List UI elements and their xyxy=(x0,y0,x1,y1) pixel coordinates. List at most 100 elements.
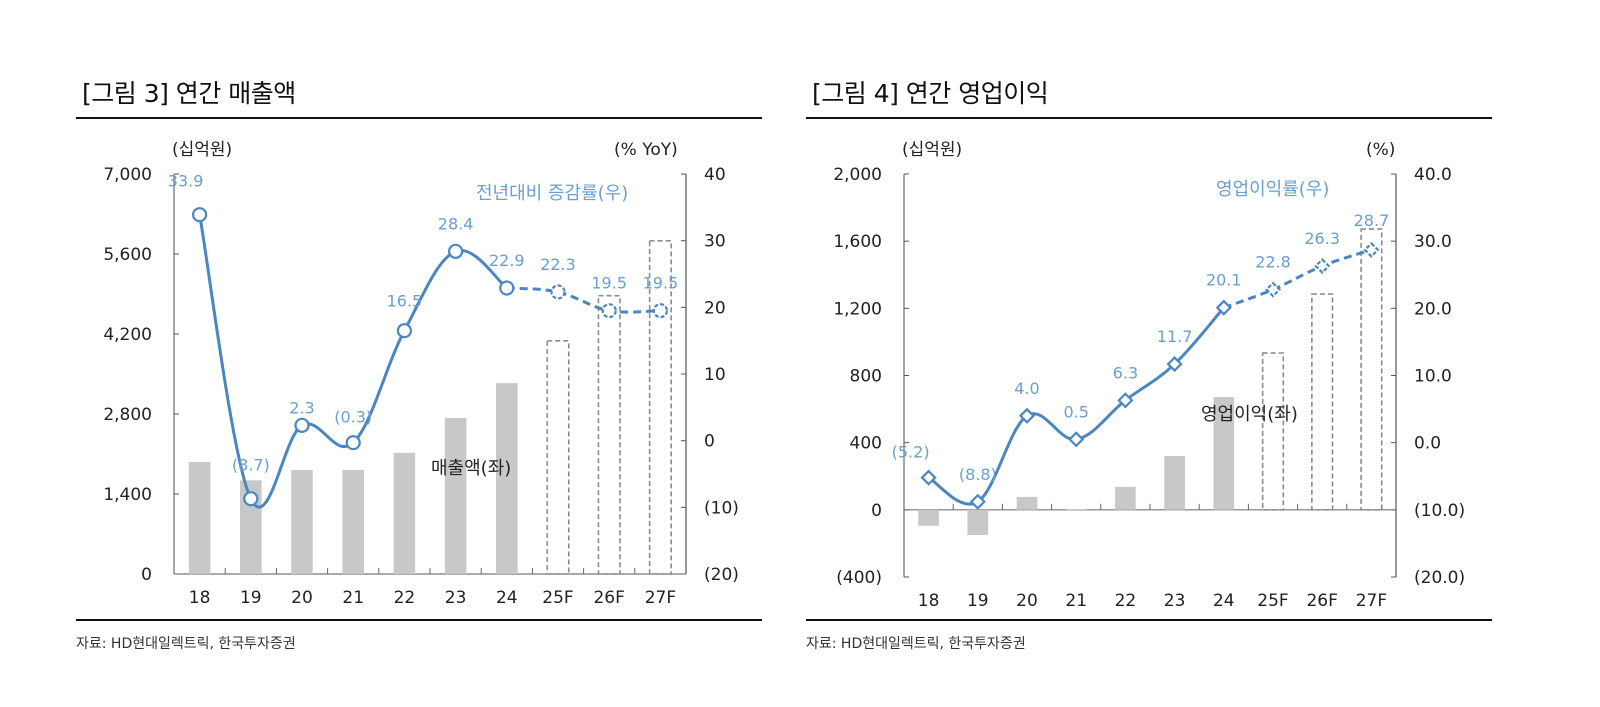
bar xyxy=(1065,508,1087,510)
bar xyxy=(1115,486,1136,510)
data-label: 28.4 xyxy=(438,214,474,233)
left-tick-label: 4,200 xyxy=(103,325,152,345)
bar xyxy=(496,383,518,574)
line-marker xyxy=(1018,407,1036,424)
right-tick-label: (10.0) xyxy=(1414,501,1465,521)
x-tick-label: 20 xyxy=(291,588,313,608)
x-tick-label: 27F xyxy=(645,588,676,608)
line-series-label: 전년대비 증감률(우) xyxy=(476,183,628,204)
data-label: 4.0 xyxy=(1014,379,1039,398)
forecast-line xyxy=(1223,248,1372,310)
right-tick-label: (20) xyxy=(704,565,739,585)
data-label: 22.3 xyxy=(540,255,576,274)
line-marker xyxy=(1166,356,1183,373)
data-label: 19.5 xyxy=(643,274,679,293)
line-marker xyxy=(499,280,515,296)
bar xyxy=(444,418,467,574)
line-marker xyxy=(191,207,208,223)
right-tick-label: 40 xyxy=(704,165,726,185)
data-label: (5.2) xyxy=(892,443,930,462)
figure-title: [그림 3] 연간 매출액 xyxy=(82,79,296,108)
figure-title: [그림 4] 연간 영업이익 xyxy=(812,79,1049,108)
right-axis-unit: (% YoY) xyxy=(614,140,678,160)
left-axis-unit: (십억원) xyxy=(902,140,962,160)
data-label: 20.1 xyxy=(1206,271,1242,290)
right-tick-label: 30.0 xyxy=(1414,232,1452,252)
forecast-bar xyxy=(597,294,621,575)
data-label: 2.3 xyxy=(289,398,314,417)
right-tick-label: 30 xyxy=(704,232,726,252)
title-rule xyxy=(806,117,1492,119)
left-tick-label: 2,800 xyxy=(103,405,152,425)
left-tick-label: 1,200 xyxy=(833,299,882,319)
x-tick-label: 18 xyxy=(189,588,211,608)
data-label: (0.3) xyxy=(334,408,372,427)
x-tick-label: 18 xyxy=(918,591,940,611)
line-series-label: 영업이익률(우) xyxy=(1216,179,1329,200)
x-tick-label: 21 xyxy=(342,588,364,608)
bar xyxy=(188,462,211,574)
left-tick-label: 400 xyxy=(850,434,882,454)
line-marker xyxy=(243,491,259,507)
operating-profit-chart: (십억원) (%) (400) 0 400 800 1,200 1,600 2,000 (20.0… xyxy=(833,140,1465,611)
title-rule xyxy=(76,117,762,119)
data-label: 19.5 xyxy=(591,274,627,293)
data-label: (8.8) xyxy=(959,465,997,484)
x-tick-label: 24 xyxy=(1213,591,1235,611)
data-label: 22.8 xyxy=(1255,253,1291,272)
right-tick-label: (20.0) xyxy=(1414,568,1465,588)
x-tick-label: 24 xyxy=(496,588,518,608)
data-label: 26.3 xyxy=(1304,229,1340,248)
data-label: (8.7) xyxy=(232,456,270,475)
x-tick-label: 22 xyxy=(1115,591,1137,611)
left-tick-label: 800 xyxy=(850,367,882,387)
left-tick-label: 7,000 xyxy=(103,165,152,185)
bar xyxy=(1016,496,1038,510)
forecast-bar xyxy=(546,340,570,575)
x-tick-label: 26F xyxy=(593,588,624,608)
right-axis-unit: (%) xyxy=(1366,140,1395,160)
data-label: 33.9 xyxy=(168,172,204,191)
right-tick-label: 20.0 xyxy=(1414,299,1452,319)
x-tick-label: 26F xyxy=(1306,591,1337,611)
bottom-rule xyxy=(76,619,762,621)
x-tick-label: 21 xyxy=(1065,591,1087,611)
bottom-rule xyxy=(806,619,1492,621)
line-marker xyxy=(920,469,937,486)
data-label: 6.3 xyxy=(1113,363,1138,382)
left-tick-label: (400) xyxy=(836,568,882,588)
right-tick-label: 40.0 xyxy=(1414,165,1452,185)
line-marker xyxy=(1117,392,1134,409)
bar xyxy=(967,509,989,536)
data-label: 11.7 xyxy=(1157,327,1193,346)
right-tick-label: 20 xyxy=(704,298,726,318)
left-tick-label: 1,400 xyxy=(103,485,152,505)
data-label: 16.5 xyxy=(387,292,423,311)
line-marker xyxy=(1264,281,1282,298)
x-tick-label: 19 xyxy=(967,591,989,611)
right-tick-label: 10.0 xyxy=(1414,367,1452,387)
forecast-bar xyxy=(1261,352,1285,511)
x-tick-label: 19 xyxy=(240,588,262,608)
right-tick-label: 0 xyxy=(704,432,715,452)
x-tick-label: 25F xyxy=(1257,591,1288,611)
data-label: 22.9 xyxy=(489,251,525,270)
left-tick-label: 0 xyxy=(141,565,152,585)
bar xyxy=(291,470,313,574)
line-marker xyxy=(294,417,310,433)
x-tick-label: 25F xyxy=(542,588,573,608)
bar xyxy=(918,509,939,526)
bar xyxy=(1164,455,1185,510)
bar xyxy=(342,470,364,574)
figure-3-panel: [그림 3] 연간 매출액 (십억원) (% YoY) 0 1,400 2,800 4,2… xyxy=(76,0,776,707)
line-marker xyxy=(1215,299,1232,316)
left-axis-unit: (십억원) xyxy=(172,140,232,160)
line-marker xyxy=(550,284,566,300)
bar xyxy=(393,452,416,574)
line-marker xyxy=(1068,431,1085,448)
line-marker xyxy=(969,493,986,510)
bar-series-label: 영업이익(좌) xyxy=(1201,404,1298,425)
source-note: 자료: HD현대일렉트릭, 한국투자증권 xyxy=(806,636,1026,652)
line-marker xyxy=(652,303,669,319)
forecast-line xyxy=(506,286,661,314)
